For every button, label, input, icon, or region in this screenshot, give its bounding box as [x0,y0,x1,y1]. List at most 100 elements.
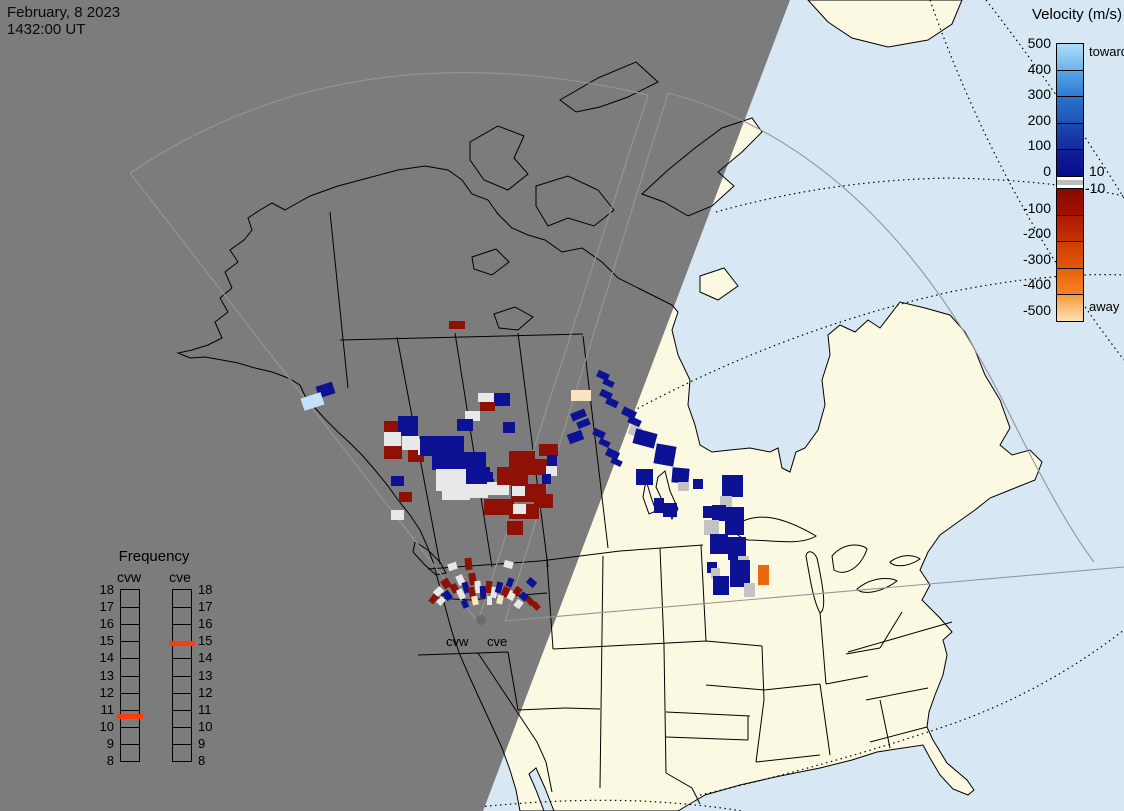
velocity-cell [671,467,690,484]
velocity-cell [636,469,653,485]
velocity-cell [494,581,504,594]
velocity-cell [464,557,473,571]
velocity-cell [730,560,750,587]
velocity-cell [474,580,482,594]
velocity-cell [440,577,452,590]
velocity-cell [496,594,504,605]
velocity-cell [620,406,638,420]
frequency-tick-line [173,658,191,659]
velocity-cell [627,415,642,428]
velocity-cell [484,499,514,515]
velocity-cell [384,446,402,459]
frequency-tick-line [173,607,191,608]
radar-name-cvw: cvw [116,569,142,585]
frequency-tick: 16 [99,616,114,632]
velocity-cell [610,456,623,468]
velocity-cell [391,510,404,520]
velocity-tick: 500 [1027,35,1051,51]
velocity-cell [531,601,541,611]
toward-label: toward [1089,44,1124,59]
velocity-cell [399,492,412,502]
velocity-cell [485,580,493,594]
velocity-cell [604,447,621,461]
velocity-cell [457,419,473,431]
date-line: February, 8 2023 [7,4,121,21]
frequency-tick: 17 [99,599,114,615]
radar-site-dot [476,615,486,625]
colorbar-segment [1057,267,1083,295]
velocity-cell [653,443,677,467]
velocity-cell [462,484,488,498]
velocity-cell [432,452,486,470]
frequency-tick: 18 [99,582,114,597]
velocity-cell [725,507,744,535]
velocity-cell [602,377,615,389]
frequency-tick-line [121,710,139,711]
velocity-tick: 100 [1027,137,1051,154]
frequency-legend-title: Frequency [118,548,190,565]
velocity-cell [471,595,479,606]
velocity-cell [513,504,526,514]
timestamp: February, 8 2023 1432:00 UT [7,4,120,38]
frequency-tick-line [121,693,139,694]
frequency-tick: 15 [99,633,114,649]
frequency-marker-cvw [117,714,143,720]
velocity-cell [571,390,591,401]
velocity-cell [384,421,398,433]
frequency-tick-line [121,641,139,642]
velocity-tick: 200 [1027,111,1051,128]
velocity-cell [507,521,523,535]
velocity-cell [525,576,538,589]
frequency-tick-line [121,607,139,608]
frequency-tick: 12 [198,684,213,700]
frequency-tick-line [173,624,191,625]
time-line: 1432:00 UT [7,21,86,38]
velocity-cell [436,596,446,606]
velocity-tick: 300 [1027,86,1051,103]
velocity-cell [728,537,746,560]
away-label: away [1089,299,1120,314]
velocity-cell [465,411,480,421]
velocity-cell [503,560,514,569]
velocity-tick: -200 [1022,225,1051,242]
frequency-marker-cve [169,640,195,646]
velocity-tick: 400 [1027,60,1051,77]
frequency-tick: 9 [198,735,206,751]
velocity-cell [447,561,458,572]
velocity-cell [480,402,495,411]
velocity-tick: -300 [1022,250,1051,267]
velocity-cell [663,503,677,517]
velocity-cell [704,520,719,535]
velocity-cell [398,416,418,436]
velocity-cell [505,577,515,588]
velocity-cell [566,429,585,445]
velocity-cell [460,599,470,609]
frequency-tick-line [173,676,191,677]
velocity-cell [441,589,454,602]
velocity-cell [713,576,729,595]
velocity-cell [722,475,743,497]
velocity-cell [384,432,401,446]
velocity-cell [678,482,689,491]
velocity-cell [432,585,445,598]
frequency-tick: 14 [198,650,213,666]
radar-name-cve: cve [169,569,191,585]
velocity-cell [576,417,591,430]
velocity-cell [592,427,606,440]
frequency-tick: 8 [106,753,114,768]
colorbar-segment [1057,96,1083,123]
frequency-tick: 12 [99,684,114,700]
colorbar-segment [1057,214,1083,242]
velocity-cell [744,583,755,597]
velocity-cell [570,408,587,422]
frequency-tick: 16 [198,616,213,632]
velocity-data-cells [300,321,769,611]
threshold-neg-label: -10 [1085,180,1106,196]
velocity-cell [596,369,610,382]
colorbar-segment [1057,294,1083,321]
frequency-tick-line [121,658,139,659]
velocity-cell [693,479,703,489]
velocity-cell [546,466,557,476]
